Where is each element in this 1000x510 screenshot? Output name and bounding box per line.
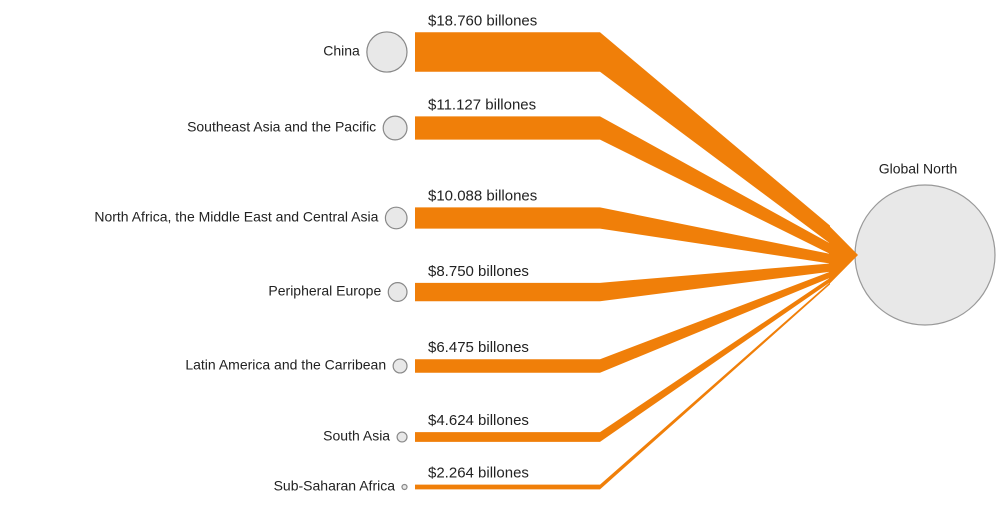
source-label: South Asia [323, 428, 390, 444]
flow-band [415, 271, 830, 373]
source-node [392, 358, 408, 374]
source-label: North Africa, the Middle East and Centra… [94, 209, 378, 225]
value-label: $8.750 billones [428, 263, 529, 280]
value-label: $2.264 billones [428, 465, 529, 482]
source-node [401, 483, 408, 491]
source-label: Sub-Saharan Africa [274, 478, 396, 494]
target-node [854, 184, 996, 326]
source-node [387, 282, 408, 302]
flow-tip [829, 225, 858, 285]
flow-band [415, 32, 830, 244]
value-label: $18.760 billones [428, 12, 537, 29]
source-node [384, 206, 408, 230]
source-label: Southeast Asia and the Pacific [187, 119, 376, 135]
flow-band [415, 263, 830, 302]
flow-band [415, 207, 830, 264]
value-label: $11.127 billones [428, 96, 536, 113]
source-label: Peripheral Europe [268, 283, 381, 299]
source-node [382, 115, 408, 141]
source-node [396, 431, 408, 443]
source-label: China [323, 43, 360, 59]
source-node [366, 31, 408, 73]
flow-band [415, 116, 830, 254]
value-label: $6.475 billones [428, 339, 529, 356]
value-label: $10.088 billones [428, 187, 537, 204]
value-label: $4.624 billones [428, 412, 529, 429]
target-label: Global North [879, 161, 958, 177]
flow-band [415, 282, 830, 490]
source-label: Latin America and the Carribean [185, 357, 386, 373]
